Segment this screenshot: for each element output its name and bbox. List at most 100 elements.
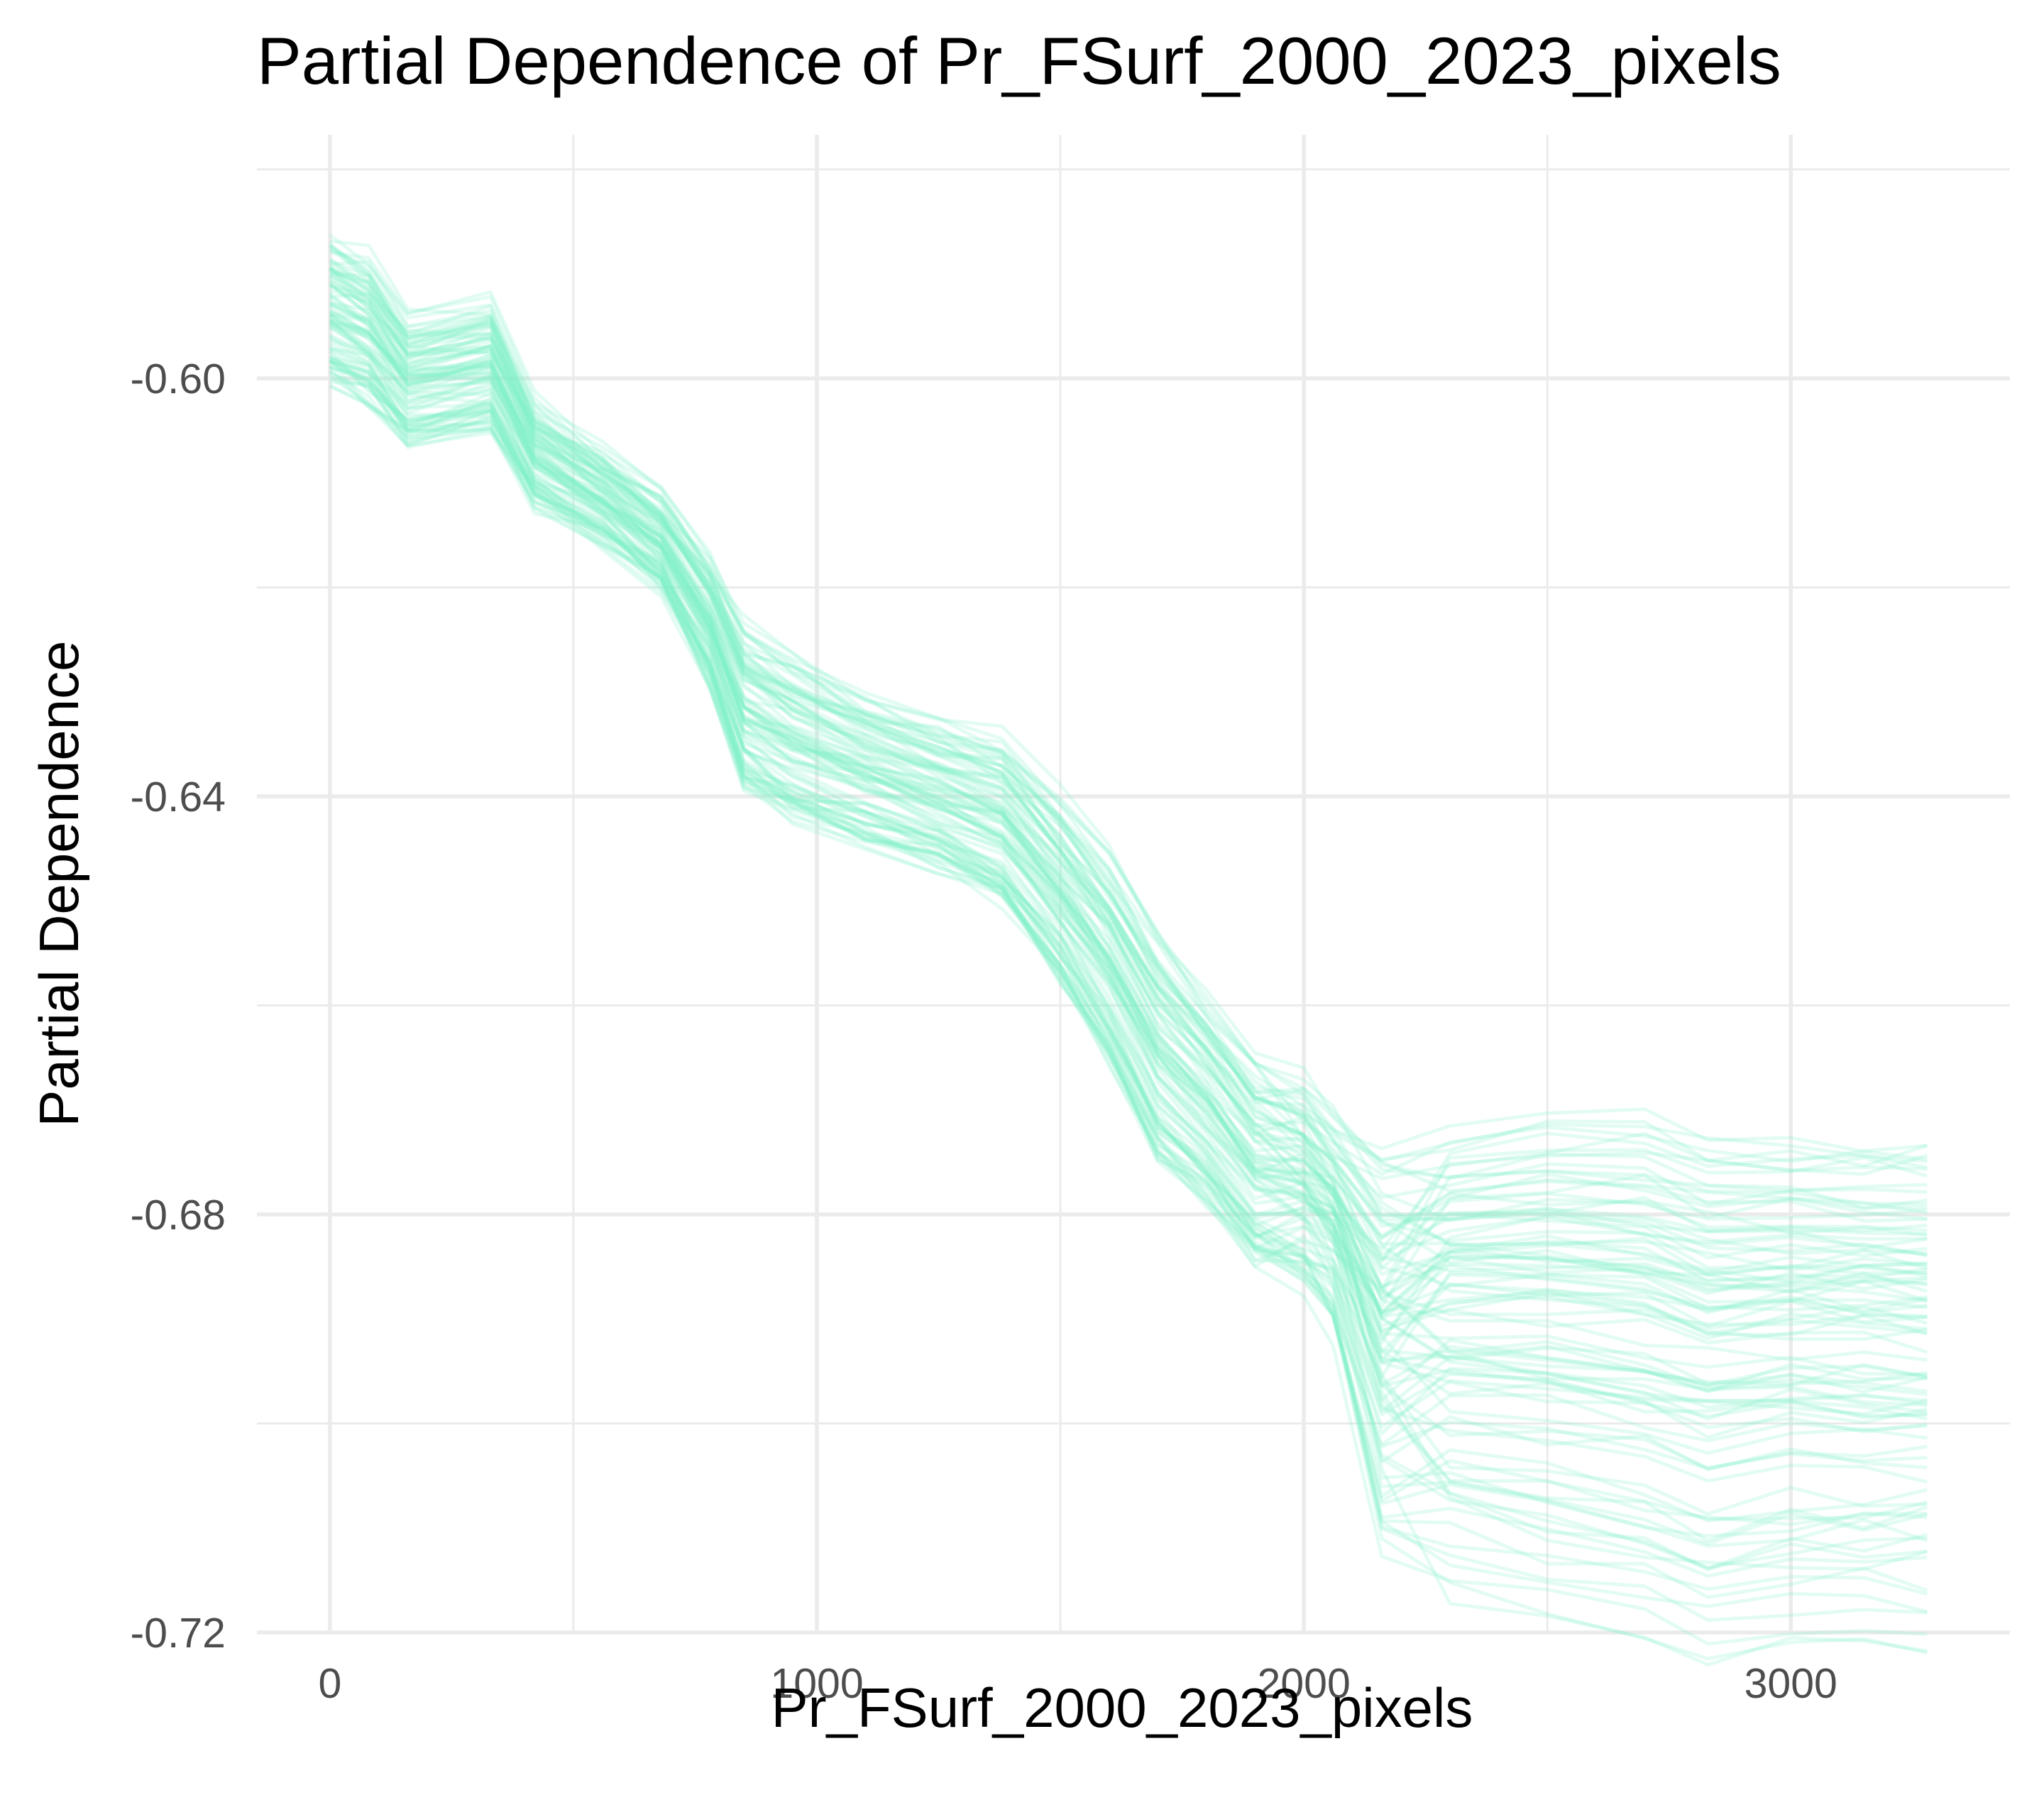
- ice-curve-line: [329, 302, 1928, 1261]
- ice-curve-line: [329, 273, 1928, 1403]
- ice-curve-line: [329, 260, 1928, 1163]
- ice-curve-line: [329, 244, 1928, 1571]
- y-axis-ticks: -0.60 -0.64 -0.68 -0.72: [131, 356, 226, 1657]
- y-tick-label: -0.72: [131, 1610, 226, 1657]
- ice-curve-line: [329, 310, 1928, 1434]
- ice-curve-line: [329, 364, 1928, 1354]
- ice-curve-line: [329, 303, 1928, 1376]
- ice-curve-line: [329, 319, 1928, 1394]
- ice-curve-line: [329, 248, 1928, 1210]
- ice-curve-line: [329, 345, 1928, 1661]
- ice-curve-line: [329, 280, 1928, 1439]
- ice-curve-line: [329, 347, 1928, 1264]
- ice-curve-line: [329, 285, 1928, 1667]
- y-tick-label: -0.64: [131, 774, 226, 820]
- ice-curve-line: [329, 333, 1928, 1336]
- ice-curve-line: [329, 275, 1928, 1177]
- ice-curve-line: [329, 267, 1928, 1387]
- ice-curve-line: [329, 322, 1928, 1416]
- x-axis-title: Pr_FSurf_2000_2023_pixels: [771, 1676, 1473, 1739]
- ice-curve-line: [329, 373, 1928, 1436]
- ice-curve-line: [329, 274, 1928, 1271]
- y-tick-label: -0.60: [131, 356, 226, 402]
- x-tick-label: 1000: [770, 1660, 863, 1707]
- ice-curve-line: [329, 266, 1928, 1455]
- ice-curve-line: [329, 326, 1928, 1397]
- ice-curve-line: [329, 302, 1928, 1336]
- ice-curve-line: [329, 309, 1928, 1341]
- ice-curve-line: [329, 263, 1928, 1233]
- ice-curve-line: [329, 272, 1928, 1330]
- ice-curve-line: [329, 297, 1928, 1256]
- ice-curve-line: [329, 349, 1928, 1599]
- ice-curve-line: [329, 322, 1928, 1571]
- ice-curve-line: [329, 359, 1928, 1472]
- ice-curve-line: [329, 355, 1928, 1402]
- ice-curve-line: [329, 370, 1928, 1414]
- ice-curve-line: [329, 317, 1928, 1315]
- x-tick-label: 2000: [1258, 1660, 1351, 1707]
- ice-curves: [329, 234, 1928, 1667]
- ice-curve-line: [329, 358, 1928, 1548]
- ice-curve-line: [329, 257, 1928, 1284]
- ice-curve-line: [329, 324, 1928, 1569]
- ice-curve-line: [329, 380, 1928, 1379]
- ice-curve-line: [329, 268, 1928, 1161]
- ice-curve-line: [329, 323, 1928, 1240]
- minor-gridlines: [257, 135, 2010, 1632]
- ice-curve-line: [329, 259, 1928, 1272]
- ice-curve-line: [329, 356, 1928, 1296]
- ice-curve-line: [329, 281, 1928, 1393]
- ice-curve-line: [329, 360, 1928, 1471]
- ice-curve-line: [329, 341, 1928, 1538]
- ice-curve-line: [329, 292, 1928, 1527]
- ice-curve-line: [329, 366, 1928, 1429]
- ice-curve-line: [329, 282, 1928, 1181]
- ice-curve-line: [329, 320, 1928, 1295]
- ice-curve-line: [329, 278, 1928, 1516]
- ice-curve-line: [329, 358, 1928, 1596]
- ice-curve-line: [329, 313, 1928, 1302]
- ice-curve-line: [329, 284, 1928, 1236]
- ice-curve-line: [329, 336, 1928, 1314]
- x-tick-label: 3000: [1744, 1660, 1837, 1707]
- ice-curve-line: [329, 318, 1928, 1321]
- y-axis-title: Partial Dependence: [28, 640, 90, 1126]
- ice-curve-line: [329, 326, 1928, 1270]
- ice-curve-line: [329, 239, 1928, 1223]
- ice-curve-line: [329, 375, 1928, 1578]
- y-tick-label: -0.68: [131, 1192, 226, 1239]
- ice-curve-line: [329, 319, 1928, 1336]
- ice-curve-line: [329, 349, 1928, 1251]
- ice-curve-line: [329, 359, 1928, 1546]
- ice-curve-line: [329, 300, 1928, 1407]
- ice-curve-line: [329, 314, 1928, 1289]
- ice-curve-line: [329, 292, 1928, 1262]
- ice-curve-line: [329, 243, 1928, 1571]
- ice-curve-line: [329, 310, 1928, 1240]
- ice-curve-line: [329, 234, 1928, 1244]
- ice-curve-line: [329, 313, 1928, 1470]
- ice-curve-line: [329, 301, 1928, 1543]
- ice-curve-line: [329, 354, 1928, 1622]
- ice-curve-line: [329, 248, 1928, 1294]
- ice-curve-line: [329, 334, 1928, 1314]
- ice-curve-line: [329, 268, 1928, 1341]
- ice-curve-line: [329, 265, 1928, 1206]
- ice-curve-line: [329, 244, 1928, 1168]
- ice-curve-line: [329, 346, 1928, 1418]
- ice-curve-line: [329, 282, 1928, 1238]
- ice-curve-line: [329, 384, 1928, 1447]
- ice-curve-line: [329, 251, 1928, 1193]
- ice-curve-line: [329, 289, 1928, 1362]
- ice-curve-line: [329, 312, 1928, 1484]
- x-axis-ticks: 0 1000 2000 3000: [319, 1660, 1837, 1707]
- ice-curve-line: [329, 370, 1928, 1345]
- ice-curve-line: [329, 339, 1928, 1421]
- ice-curve-line: [329, 258, 1928, 1390]
- ice-curve-line: [329, 312, 1928, 1421]
- ice-curve-line: [329, 365, 1928, 1292]
- ice-curve-line: [329, 360, 1928, 1341]
- ice-curve-line: [329, 358, 1928, 1308]
- ice-curve-line: [329, 318, 1928, 1301]
